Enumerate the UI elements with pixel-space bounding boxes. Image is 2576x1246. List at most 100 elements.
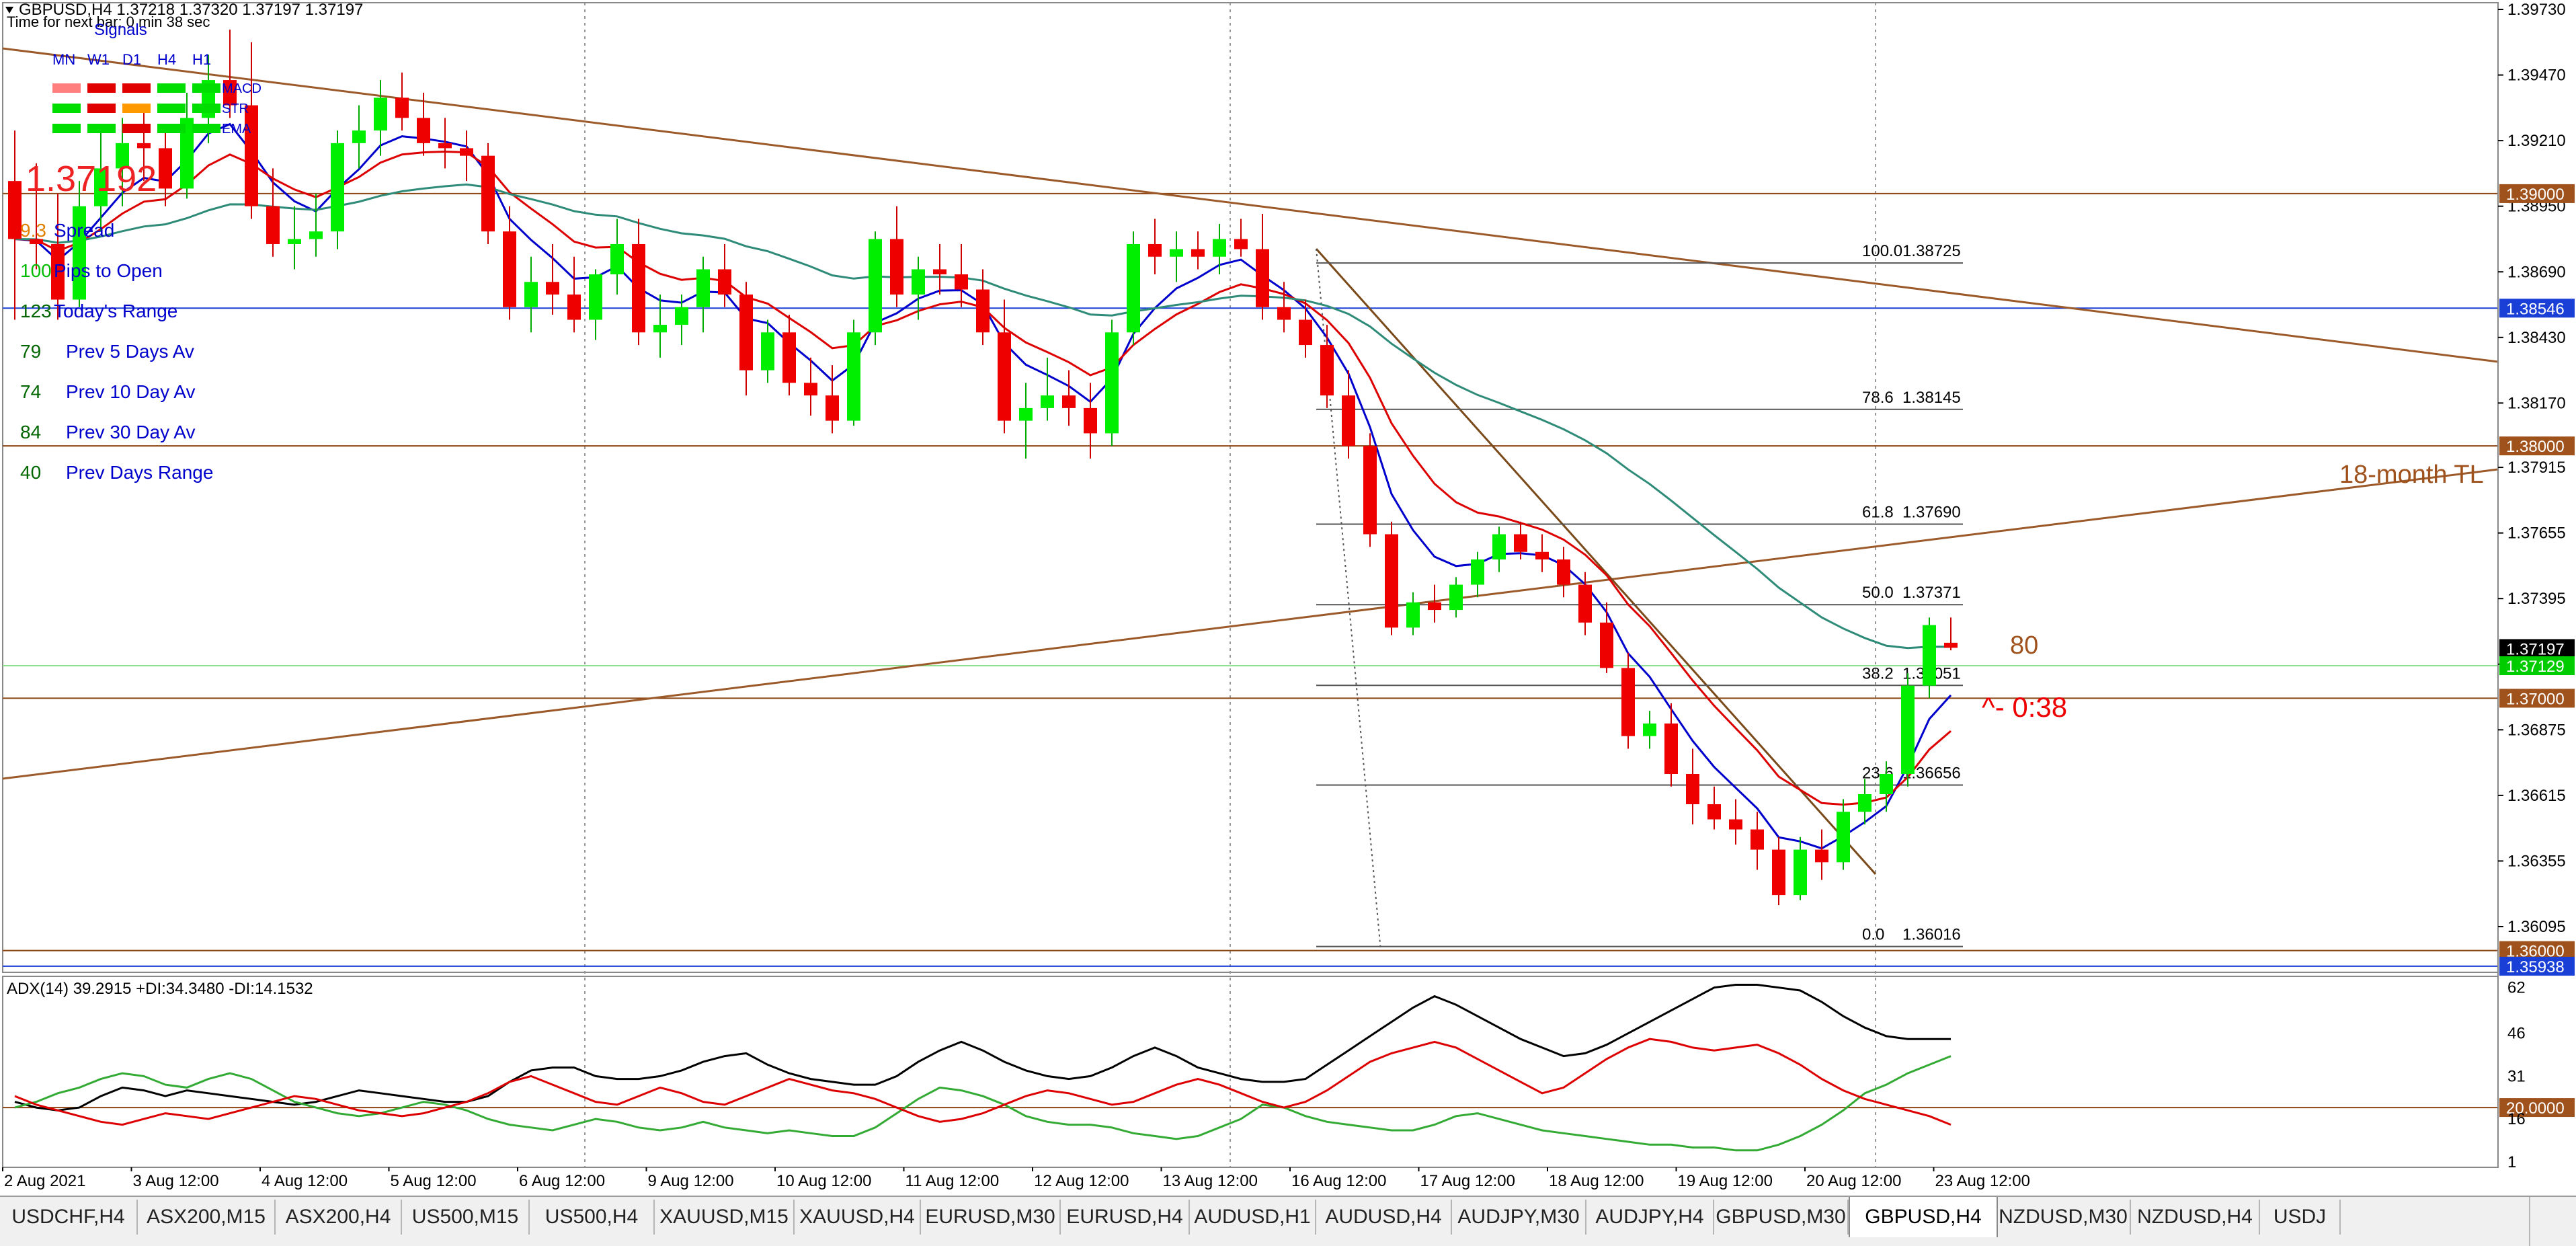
candle-body bbox=[1880, 773, 1893, 794]
candle-body bbox=[1514, 534, 1527, 552]
tab-nzdusd-m30[interactable]: NZDUSD,M30 bbox=[1997, 1200, 2131, 1235]
countdown-label: ^- 0:38 bbox=[1982, 691, 2067, 723]
candle bbox=[782, 315, 796, 396]
trendlines[interactable] bbox=[2, 47, 2499, 951]
candle bbox=[51, 193, 65, 320]
candle-body bbox=[653, 325, 667, 333]
annotations: 18-month TL 80 ^- 0:38 bbox=[1982, 461, 2484, 723]
candle bbox=[718, 243, 731, 307]
candle-body bbox=[1363, 446, 1377, 535]
signal-cell bbox=[192, 104, 220, 113]
tab-eurusd-h4[interactable]: EURUSD,H4 bbox=[1061, 1200, 1190, 1235]
price-badge bbox=[2499, 656, 2575, 676]
candle bbox=[1041, 357, 1054, 421]
candle bbox=[1449, 577, 1463, 618]
signal-cell bbox=[52, 83, 81, 93]
candle bbox=[869, 231, 882, 346]
candle bbox=[309, 193, 323, 257]
price-tick-label: 1.38690 bbox=[2507, 263, 2566, 281]
tab-gbpusd-h4[interactable]: GBPUSD,H4 bbox=[1849, 1197, 1998, 1237]
adx-axis-label: 46 bbox=[2507, 1025, 2526, 1043]
tab-us500-h4[interactable]: US500,H4 bbox=[530, 1200, 655, 1235]
candle-body bbox=[1148, 243, 1162, 257]
tab-audusd-h1[interactable]: AUDUSD,H1 bbox=[1190, 1200, 1316, 1235]
candle-body bbox=[159, 148, 172, 189]
candle-body bbox=[1729, 819, 1742, 830]
candle bbox=[847, 319, 860, 426]
fib-price-label: 1.38725 bbox=[1902, 242, 1961, 260]
candle bbox=[1621, 652, 1635, 749]
candle-body bbox=[675, 307, 688, 325]
price-badge-label: 1.39000 bbox=[2506, 186, 2565, 204]
candle-body bbox=[1127, 243, 1140, 333]
candle bbox=[1084, 383, 1097, 459]
price-tick-label: 1.39470 bbox=[2507, 67, 2566, 85]
adx-panel-frame bbox=[2, 976, 2499, 1168]
candle-body bbox=[1041, 395, 1054, 408]
tab-audjpy-m30[interactable]: AUDJPY,M30 bbox=[1452, 1200, 1586, 1235]
bar-timer: Time for next bar: 0 min 38 sec bbox=[7, 13, 210, 30]
tab-usdj[interactable]: USDJ bbox=[2260, 1200, 2341, 1235]
candle-body bbox=[1621, 668, 1635, 736]
candle bbox=[589, 269, 602, 340]
time-tick-label: 5 Aug 12:00 bbox=[391, 1172, 477, 1190]
price-badge-label: 1.35938 bbox=[2506, 958, 2565, 976]
tab-eurusd-m30[interactable]: EURUSD,M30 bbox=[921, 1200, 1061, 1235]
signal-cell bbox=[122, 124, 151, 133]
candle bbox=[1837, 799, 1850, 870]
candle-body bbox=[1428, 602, 1441, 611]
tab-audusd-h4[interactable]: AUDUSD,H4 bbox=[1316, 1200, 1452, 1235]
candle-body bbox=[1557, 559, 1570, 585]
fib-anchor-line[interactable] bbox=[1316, 248, 1381, 951]
price-tick-label: 1.36615 bbox=[2507, 787, 2566, 805]
short-trendline[interactable] bbox=[1315, 247, 1877, 875]
candle-body bbox=[912, 269, 925, 295]
tab-gbpusd-m30[interactable]: GBPUSD,M30 bbox=[1714, 1200, 1849, 1235]
candle-body bbox=[1578, 584, 1592, 623]
candle bbox=[438, 118, 452, 169]
collapse-triangle-icon[interactable] bbox=[5, 7, 13, 13]
time-tick-label: 12 Aug 12:00 bbox=[1034, 1172, 1129, 1190]
candle bbox=[137, 105, 151, 182]
tab-asx200-m15[interactable]: ASX200,M15 bbox=[138, 1200, 276, 1235]
candle bbox=[1750, 812, 1764, 870]
candle bbox=[1062, 370, 1076, 426]
tab-asx200-h4[interactable]: ASX200,H4 bbox=[276, 1200, 402, 1235]
signal-cell bbox=[157, 83, 186, 93]
fibonacci-retracement[interactable]: 100.0 1.38725 78.6 1.38145 61.8 1.37690 50.0 1.… bbox=[1316, 242, 1963, 947]
chart-canvas[interactable]: 100.0 1.38725 78.6 1.38145 61.8 1.37690 50.0 1.… bbox=[0, 0, 2576, 1196]
trendline-label: 18-month TL bbox=[2339, 461, 2484, 489]
18-month-trendline[interactable] bbox=[2, 468, 2499, 780]
price-tick-label: 1.38430 bbox=[2507, 329, 2566, 347]
candle bbox=[998, 299, 1011, 434]
fib-price-label: 1.36016 bbox=[1902, 926, 1961, 944]
tab-usdchf-h4[interactable]: USDCHF,H4 bbox=[0, 1200, 138, 1235]
candle-body bbox=[460, 148, 473, 156]
candle bbox=[696, 256, 710, 333]
tab-us500-m15[interactable]: US500,M15 bbox=[402, 1200, 530, 1235]
tab-audjpy-h4[interactable]: AUDJPY,H4 bbox=[1586, 1200, 1714, 1235]
signal-timeframe-label: H4 bbox=[157, 51, 176, 68]
candle-body bbox=[1815, 849, 1828, 863]
time-tick-label: 18 Aug 12:00 bbox=[1549, 1172, 1644, 1190]
tab-xauusd-m15[interactable]: XAUUSD,M15 bbox=[655, 1200, 795, 1235]
time-tick-label: 11 Aug 12:00 bbox=[905, 1172, 1000, 1190]
tab-nzdusd-h4[interactable]: NZDUSD,H4 bbox=[2131, 1200, 2260, 1235]
descending-trendline[interactable] bbox=[2, 47, 2499, 363]
candle-body bbox=[955, 274, 968, 290]
fib-price-label: 1.38145 bbox=[1902, 389, 1961, 407]
tab-xauusd-h4[interactable]: XAUUSD,H4 bbox=[795, 1200, 921, 1235]
candle bbox=[1170, 231, 1183, 282]
fib-price-label: 1.37690 bbox=[1902, 503, 1961, 521]
signal-cell bbox=[192, 83, 220, 93]
tab-scroll-area[interactable] bbox=[2529, 1197, 2576, 1246]
info-label: Prev 5 Days Av bbox=[66, 341, 194, 362]
candle bbox=[1858, 779, 1871, 825]
candle-body bbox=[1191, 249, 1205, 257]
candle bbox=[1686, 748, 1699, 825]
time-axis: 2 Aug 2021 3 Aug 12:00 4 Aug 12:00 5 Aug 12… bbox=[2, 1167, 2030, 1190]
candle-body bbox=[1105, 332, 1119, 434]
candle-body bbox=[1535, 551, 1549, 560]
price-badge-label: 1.37129 bbox=[2506, 658, 2565, 676]
